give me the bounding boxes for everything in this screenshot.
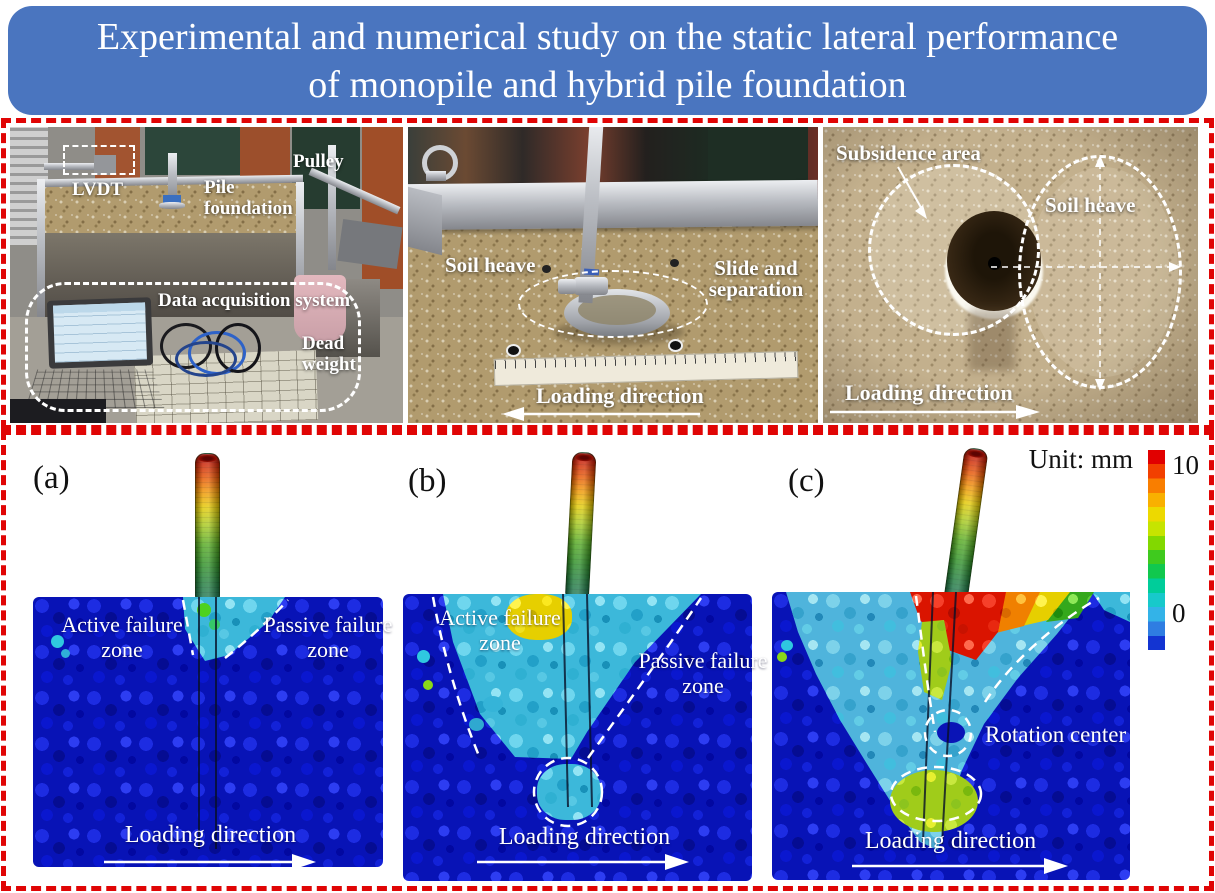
- stray-cyan-blob: [483, 696, 503, 712]
- active-zone-label-b: Active failure zone: [439, 605, 561, 655]
- pile-b-cap: [575, 453, 594, 462]
- loading-direction-arrow-b: [477, 854, 689, 870]
- ruler: [493, 351, 799, 386]
- model-pile-base: [159, 202, 185, 209]
- passive-zone-label-a: Passive failure zone: [263, 612, 393, 662]
- sandbox-rim: [408, 179, 818, 231]
- panel-c-letter: (c): [788, 463, 825, 499]
- soil-heave-ellipse: [518, 270, 708, 338]
- dead-weight-label: Dead weight: [302, 333, 356, 375]
- top-view-photo: Subsidence area Soil heave Loading direc…: [823, 127, 1198, 423]
- active-zone-label-a: Active failure zone: [61, 612, 183, 662]
- title-line-2: of monopile and hybrid pile foundation: [308, 63, 907, 106]
- stray-cyan-particle: [61, 649, 70, 658]
- loading-direction-label: Loading direction: [845, 380, 1013, 405]
- lab-setup-photo: LVDT Pile foundation Pulley Data acquisi…: [10, 127, 403, 423]
- data-acquisition-label: Data acquisition system: [158, 290, 351, 311]
- data-acquisition-callout-box: [25, 282, 361, 412]
- loading-direction-label-c: Loading direction: [864, 828, 1037, 854]
- subsidence-area-label: Subsidence area: [836, 141, 981, 165]
- sandbox-post: [37, 179, 45, 319]
- background-board: [708, 127, 808, 189]
- lvdt-body: [94, 155, 116, 175]
- stray-cyan-particle: [51, 635, 64, 648]
- lvdt-callout-box: [63, 145, 135, 175]
- stray-green-particle: [777, 652, 787, 662]
- panel-a-annotations: [181, 597, 289, 849]
- loading-direction-arrow-right: [830, 405, 1040, 419]
- colorbar-min-label: 0: [1172, 598, 1186, 628]
- unit-label: Unit: mm: [1028, 444, 1133, 474]
- fiducial-dot: [542, 265, 551, 273]
- displacement-colorbar: [1148, 450, 1165, 650]
- pile-a-cap: [198, 455, 217, 462]
- model-pile-collar: [163, 195, 181, 204]
- soil-heave-label: Soil heave: [1045, 193, 1136, 217]
- background-board: [145, 127, 240, 175]
- loading-direction-label: Loading direction: [536, 383, 704, 408]
- fiducial-dot: [508, 346, 519, 355]
- pile-foundation-label: Pile foundation: [204, 177, 293, 219]
- loading-direction-arrow-a: [104, 854, 316, 870]
- sand-surface: [42, 183, 300, 235]
- sandbox-post: [296, 182, 304, 318]
- rotation-center-blob: [937, 722, 965, 743]
- colorbar-max-label: 10: [1172, 450, 1199, 480]
- fiducial-dot: [670, 259, 679, 267]
- stray-cyan-particle: [781, 640, 793, 651]
- stray-green-particle: [423, 680, 433, 690]
- title-banner: Experimental and numerical study on the …: [8, 6, 1207, 115]
- loading-direction-label-a: Loading direction: [124, 822, 297, 848]
- loading-direction-arrow-left: [502, 407, 700, 421]
- soil-heave-label: Soil heave: [445, 253, 536, 277]
- panel-b-letter: (b): [408, 463, 447, 499]
- green-particle: [197, 603, 211, 617]
- slide-separation-label: Slide and separation: [708, 256, 804, 301]
- panel-b-annotations: [431, 593, 703, 828]
- soil-bed-c: [772, 591, 1130, 880]
- lvdt-label: LVDT: [72, 179, 124, 200]
- wire-loop-blue: [175, 341, 237, 377]
- passive-zone-label-b: Passive failure zone: [638, 648, 768, 698]
- sandbox-corner: [408, 186, 442, 256]
- pulley-label: Pulley: [293, 151, 344, 172]
- model-pile-rod: [168, 153, 177, 201]
- pulley-bracket: [337, 219, 403, 269]
- lvdt-rod: [44, 163, 106, 170]
- pile-a: [195, 453, 220, 599]
- yellow-cluster-b: [506, 594, 572, 640]
- soil-bed-b: [403, 593, 752, 881]
- fiducial-dot: [670, 341, 681, 350]
- pulley-frame-post: [328, 145, 336, 270]
- panel-c-annotations: [889, 591, 1100, 845]
- loading-direction-label-b: Loading direction: [498, 824, 671, 850]
- stray-cyan-particle: [417, 650, 430, 663]
- rotation-center-label: Rotation center: [985, 722, 1127, 747]
- green-particle: [209, 619, 220, 630]
- heave-crosshair: [897, 155, 1181, 391]
- loading-direction-arrow-c: [852, 858, 1068, 874]
- title-line-1: Experimental and numerical study on the …: [96, 15, 1119, 58]
- stray-cyan-blob: [469, 718, 484, 731]
- panel-a-letter: (a): [33, 460, 70, 496]
- side-view-photo: Soil heave Slide and separation Loading …: [408, 127, 818, 423]
- soil-bed-a: [33, 597, 383, 867]
- pile-c-cap: [966, 449, 986, 459]
- eye-bolt-base: [426, 171, 446, 181]
